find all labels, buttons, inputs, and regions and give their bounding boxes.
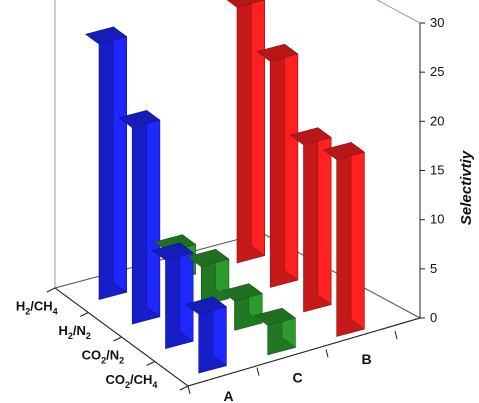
z-tick-label: 15 — [430, 163, 444, 178]
z-tick-label: 20 — [430, 113, 444, 128]
bar-A-H2-N2 — [118, 109, 161, 325]
series-label: A — [223, 388, 233, 403]
bar-A-CO2-N2 — [151, 242, 194, 349]
bar-face-front — [113, 26, 127, 293]
z-tick-label: 30 — [430, 15, 444, 30]
y-axis-line — [187, 317, 421, 387]
category-label: H2/N2 — [58, 323, 90, 341]
series-axis-tick — [325, 349, 329, 358]
category-label: CO2/CH4 — [105, 372, 157, 390]
bar-C-CO2-N2 — [220, 283, 263, 331]
bar-face-top — [253, 307, 296, 326]
category-axis-tick — [113, 336, 122, 342]
series-axis-tick — [187, 385, 191, 395]
bar-face-top — [226, 0, 266, 8]
bar-face-front — [251, 0, 265, 257]
bar-C-H2-N2 — [187, 248, 230, 307]
bar-face-top — [151, 242, 194, 261]
bar-face-top — [187, 248, 230, 267]
series-label: B — [361, 351, 371, 367]
bar-C-CO2-CH4 — [253, 307, 296, 356]
bar-B-CO2-N2 — [289, 127, 332, 313]
z-tick-label: 10 — [430, 212, 444, 227]
bar-face-front — [350, 141, 365, 330]
category-label: H2/CH4 — [16, 298, 58, 316]
bar-A-H2-CH4 — [85, 26, 128, 300]
bar-A-CO2-CH4 — [184, 296, 227, 374]
category-axis-tick — [46, 287, 56, 293]
category-axis-tick — [80, 312, 89, 317]
z-tick-label: 5 — [430, 261, 437, 276]
series-label: C — [292, 370, 302, 386]
bar-face-top — [256, 43, 299, 62]
bar-B-CO2-CH4 — [322, 141, 365, 337]
category-axis-tick — [179, 385, 189, 391]
series-axis-tick — [394, 330, 398, 340]
bar-face-top — [118, 110, 161, 128]
bar-face-top — [220, 283, 263, 302]
bar-face-front — [146, 109, 161, 318]
z-axis-title: Selectivtiy — [458, 150, 475, 225]
category-label: CO2/N2 — [82, 347, 125, 365]
bar-face-front — [284, 43, 299, 281]
category-axis-tick — [146, 361, 155, 366]
bar-face-top — [289, 127, 332, 146]
bar-B-H2-N2 — [256, 43, 299, 288]
series-axis-tick — [256, 367, 260, 376]
bar-B-H2-CH4 — [226, 0, 266, 264]
z-tick-label: 0 — [430, 310, 437, 325]
bar-face-top — [184, 296, 227, 315]
z-tick-label: 25 — [430, 64, 444, 79]
bar-face-top — [322, 142, 365, 160]
bar-face-top — [85, 26, 128, 45]
